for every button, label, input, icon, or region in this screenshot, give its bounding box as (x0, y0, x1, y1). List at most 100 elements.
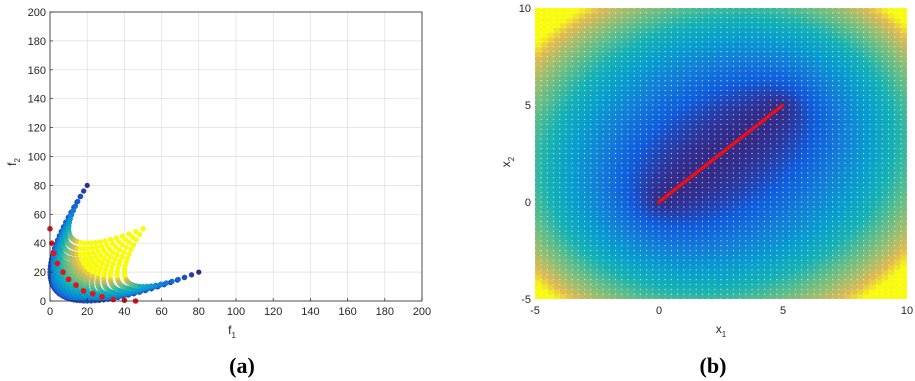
heat-cell (665, 124, 672, 130)
heat-cell (646, 226, 654, 232)
heat-cell (597, 197, 604, 203)
heat-cell (659, 269, 666, 276)
grid-point (535, 157, 536, 159)
heat-cell (702, 240, 710, 247)
heat-cell (702, 211, 710, 218)
heat-cell (652, 284, 660, 290)
heat-cell (547, 269, 555, 276)
heat-cell (832, 163, 840, 169)
heat-cell (845, 260, 852, 266)
heat-cell (857, 66, 865, 72)
heat-cell (621, 260, 629, 266)
heat-cell (733, 66, 741, 72)
heat-cell (572, 32, 579, 38)
heat-cell (745, 71, 753, 77)
heat-cell (770, 172, 778, 179)
heat-cell (665, 85, 672, 92)
heat-cell (696, 90, 703, 96)
grid-point (553, 21, 555, 24)
heat-cell (832, 129, 840, 135)
heat-cell (758, 129, 765, 135)
heat-cell (690, 129, 697, 135)
heat-cell (795, 56, 803, 62)
heat-cell (789, 143, 796, 150)
heat-cell (832, 61, 840, 67)
grid-point (546, 99, 549, 101)
heat-cell (826, 168, 834, 174)
heat-cell (733, 216, 741, 222)
heat-cell (683, 134, 691, 140)
heat-cell (876, 27, 883, 33)
heat-cell (801, 284, 809, 290)
heat-cell (814, 221, 821, 227)
grid-point (540, 264, 542, 266)
heat-cell (714, 22, 722, 28)
heat-cell (758, 153, 765, 159)
heat-cell (888, 294, 896, 299)
grid-point (559, 65, 561, 67)
grid-point (535, 36, 536, 38)
heat-cell (894, 235, 902, 242)
heat-cell (807, 294, 815, 299)
grid-point (535, 128, 536, 130)
heat-cell (566, 119, 573, 125)
heat-cell (584, 172, 592, 179)
heat-cell (590, 12, 598, 19)
heat-cell (634, 109, 641, 116)
grid-point (553, 196, 555, 198)
grid-point (540, 12, 542, 14)
heat-cell (764, 226, 772, 232)
heat-cell (621, 75, 629, 82)
grid-point (546, 259, 549, 261)
heat-cell (547, 158, 555, 164)
heat-cell (776, 12, 784, 19)
heat-cell (609, 75, 617, 82)
heat-cell (739, 226, 747, 232)
heat-cell (690, 265, 697, 271)
grid-point (546, 138, 549, 140)
heat-cell (900, 100, 907, 106)
heat-cell (721, 129, 728, 135)
heat-cell (820, 289, 827, 295)
heat-cell (615, 250, 623, 256)
grid-point (553, 41, 555, 43)
heat-cell (851, 143, 858, 150)
heat-cell (615, 284, 623, 290)
heat-cell (597, 182, 604, 189)
heat-cell (566, 216, 573, 222)
grid-point (559, 80, 561, 82)
heat-cell (869, 143, 877, 150)
grid-point (535, 240, 536, 242)
heat-cell (677, 85, 685, 92)
heat-cell (590, 279, 598, 286)
heat-cell (851, 274, 858, 281)
heat-cell (752, 46, 759, 53)
heat-cell (547, 148, 555, 155)
heat-cell (745, 177, 753, 184)
heat-cell (535, 8, 542, 14)
heat-cell (727, 114, 734, 121)
heat-cell (845, 114, 852, 121)
heat-cell (789, 284, 796, 290)
heat-cell (665, 71, 672, 77)
heat-cell (634, 168, 641, 174)
heat-cell (628, 41, 635, 48)
heat-cell (597, 109, 604, 116)
heat-cell (795, 80, 803, 87)
heat-cell (900, 255, 907, 261)
heat-cell (603, 250, 610, 256)
grid-point (546, 191, 549, 193)
grid-point (559, 230, 561, 232)
heat-cell (876, 235, 883, 242)
heat-cell (900, 187, 907, 193)
heat-cell (702, 172, 710, 179)
heat-cell (683, 105, 691, 111)
heat-cell (683, 138, 691, 145)
heat-cell (869, 172, 877, 179)
heat-cell (572, 8, 579, 14)
heat-cell (708, 177, 716, 184)
heat-cell (603, 80, 610, 87)
heat-cell (832, 202, 840, 208)
heat-cell (814, 71, 821, 77)
heat-cell (838, 134, 846, 140)
